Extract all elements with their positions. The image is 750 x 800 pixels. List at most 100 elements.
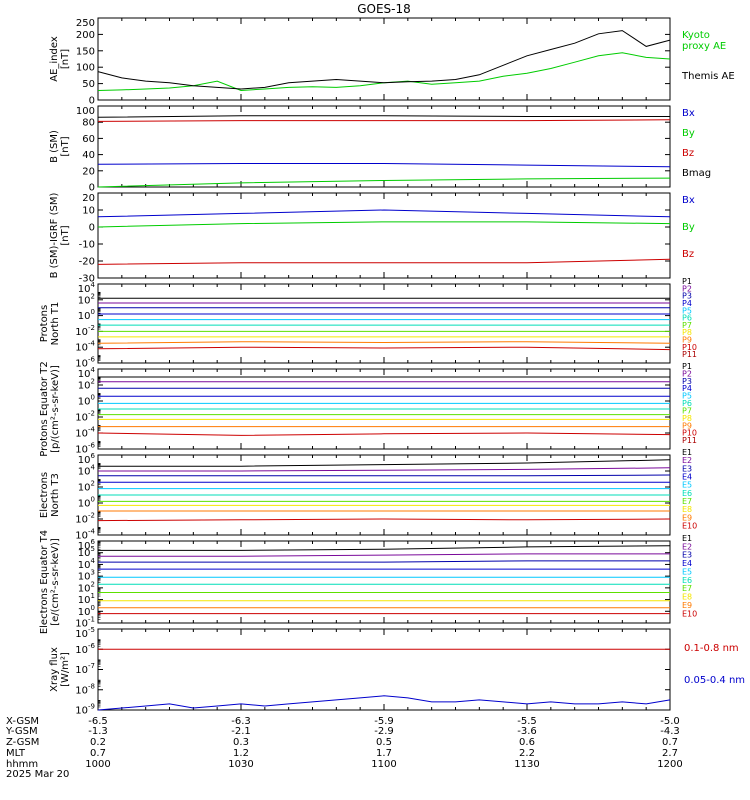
- y-tick-label: 105: [78, 545, 95, 559]
- ephemeris-value: -6.3: [231, 716, 251, 727]
- legend-item: P4: [682, 384, 692, 393]
- legend-item: E1: [682, 534, 692, 543]
- ephemeris-row-label: MLT: [6, 748, 26, 759]
- ephemeris-value: 2.7: [662, 748, 678, 759]
- legend-item: E6: [682, 489, 692, 498]
- y-axis-label: ElectronsNorth T3: [39, 472, 61, 518]
- legend-item: P6: [682, 399, 692, 408]
- y-tick-label: 60: [82, 134, 95, 145]
- legend-item: proxy AE: [682, 41, 726, 52]
- y-tick-label: -30: [79, 274, 95, 285]
- legend-item: E7: [682, 497, 692, 506]
- ephemeris-row-label: 2025 Mar 20: [6, 769, 69, 780]
- ephemeris-value: -2.1: [231, 726, 251, 737]
- y-axis-label: AE_index[nT]: [49, 36, 71, 82]
- panel-frame: [97, 540, 671, 624]
- legend-item: P9: [682, 421, 692, 430]
- y-tick-label: 10-9: [75, 703, 95, 717]
- legend-item: P9: [682, 336, 692, 345]
- y-tick-label: 10-2: [75, 512, 95, 526]
- legend-item: P6: [682, 314, 692, 323]
- y-tick-label: 80: [82, 118, 95, 129]
- legend-item: P8: [682, 328, 692, 337]
- legend-item: E8: [682, 505, 692, 514]
- series-line-p9: [97, 341, 671, 344]
- y-tick-label: 100: [76, 106, 95, 117]
- legend-item: P2: [682, 284, 692, 293]
- y-tick-label: 10-2: [75, 324, 95, 338]
- y-tick-label: 104: [78, 281, 96, 295]
- legend-item: Themis AE: [681, 71, 735, 82]
- legend-item: P3: [682, 377, 692, 386]
- y-tick-label: 10-2: [75, 410, 95, 424]
- series-line-e2: [98, 553, 670, 557]
- legend-item: E3: [682, 464, 692, 473]
- series-line-e2: [98, 467, 671, 472]
- legend-item: P11: [682, 436, 697, 445]
- legend-item: P11: [682, 350, 697, 359]
- legend-item: Bz: [682, 249, 694, 260]
- legend-item: Bx: [682, 108, 695, 119]
- ephemeris-value: 1.7: [376, 748, 392, 759]
- y-tick-label: 10-4: [75, 426, 95, 440]
- y-tick-label: 0: [89, 183, 95, 194]
- y-tick-label: 102: [78, 480, 95, 494]
- legend-item: P10: [682, 429, 697, 438]
- ephemeris-value: 0.5: [376, 737, 392, 748]
- ephemeris-value: 1200: [657, 759, 682, 770]
- ephemeris-row-label: hhmm: [6, 759, 38, 770]
- legend-item: By: [682, 128, 695, 139]
- ephemeris-value: 2.2: [519, 748, 535, 759]
- ephemeris-value: -5.9: [374, 716, 394, 727]
- legend-item: P8: [682, 414, 692, 423]
- legend-item: P5: [682, 392, 692, 401]
- y-tick-label: 0: [89, 96, 95, 107]
- ephemeris-value: -3.6: [517, 726, 537, 737]
- ephemeris-value: -6.5: [88, 716, 108, 727]
- legend-item: E2: [682, 456, 692, 465]
- y-tick-label: 102: [78, 292, 95, 306]
- ephemeris-value: -2.9: [374, 726, 394, 737]
- panel-frame: [97, 192, 671, 279]
- legend-item: E6: [682, 576, 692, 585]
- legend-item: P1: [682, 277, 692, 286]
- legend-item: 0.1-0.8 nm: [684, 643, 739, 654]
- series-line-themis-ae: [97, 30, 671, 90]
- ephemeris-value: 1100: [371, 759, 396, 770]
- y-tick-label: 10-6: [75, 356, 95, 370]
- series-line-bx: [97, 163, 671, 168]
- y-tick-label: 100: [78, 604, 95, 618]
- y-axis-label: Protons Equator T2[p/(cm²-s-sr-keV)]: [39, 361, 61, 457]
- legend: Bx By Bz: [682, 195, 695, 260]
- ephemeris-row-label: Z-GSM: [6, 737, 39, 748]
- legend-item: E4: [682, 559, 692, 568]
- y-axis-label: Xray flux[W/m²]: [49, 647, 71, 692]
- legend-item: E1: [682, 448, 692, 457]
- legend-item: E2: [682, 542, 692, 551]
- legend-item: P1: [682, 362, 692, 371]
- legend-item: P7: [682, 321, 692, 330]
- y-tick-label: 104: [78, 366, 96, 380]
- y-tick-label: 103: [78, 569, 95, 583]
- ephemeris-value: 1.2: [233, 748, 249, 759]
- ephemeris-value: -5.5: [517, 716, 537, 727]
- legend-item: E10: [682, 521, 697, 530]
- legend-item: E4: [682, 472, 692, 481]
- y-axis-label: Electrons Equator T4[e/(cm²-s-sr-keV)]: [39, 530, 61, 634]
- ephemeris-value: 0.7: [662, 737, 678, 748]
- legend-item: P10: [682, 343, 697, 352]
- panel-frame: [97, 17, 671, 101]
- ephemeris-value: 0.3: [233, 737, 249, 748]
- y-tick-label: 50: [82, 79, 95, 90]
- legend-item: E9: [682, 513, 692, 522]
- y-tick-label: 10-7: [75, 662, 95, 676]
- y-tick-label: 101: [78, 592, 95, 606]
